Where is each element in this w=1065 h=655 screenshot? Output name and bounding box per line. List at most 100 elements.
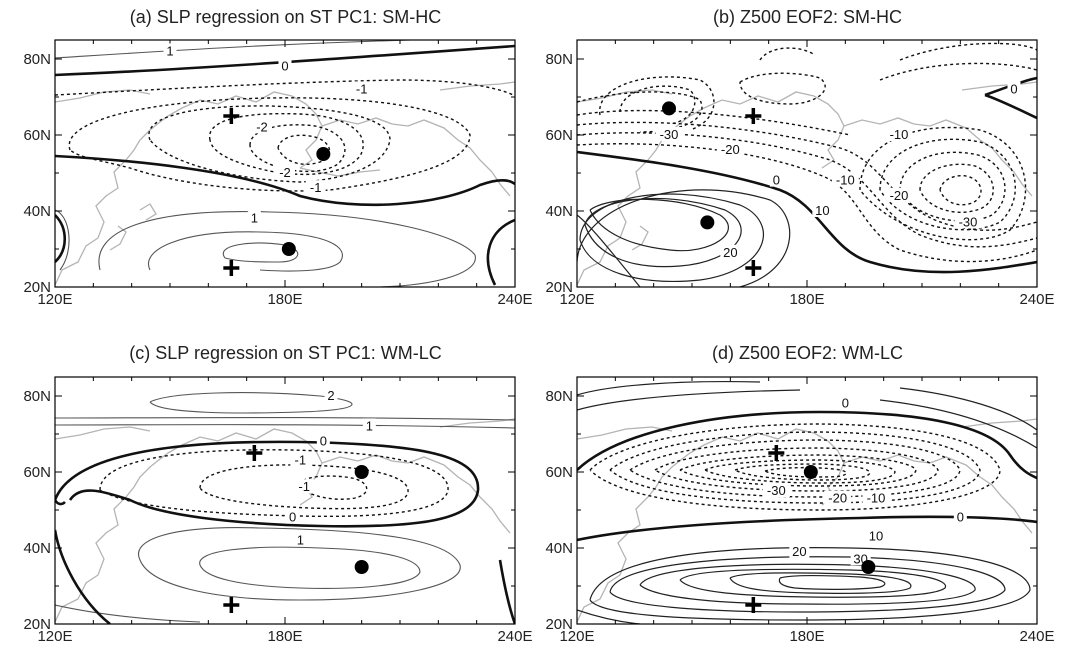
panel-c-contours xyxy=(55,392,515,624)
contour-label-bg xyxy=(716,142,744,157)
contour-label-bg xyxy=(720,244,741,259)
coastline xyxy=(577,418,1037,623)
contour-label-bg xyxy=(838,395,852,410)
y-tick-label: 40N xyxy=(545,540,573,557)
contour-label: 2 xyxy=(327,388,334,403)
contour-label: -20 xyxy=(828,491,847,506)
x-tick-label: 120E xyxy=(559,628,594,645)
contour-label: 20 xyxy=(723,245,737,260)
x-tick-label: 180E xyxy=(267,291,302,308)
dot-marker xyxy=(354,465,369,479)
contour-label-bg xyxy=(762,483,790,497)
contour-label: 1 xyxy=(297,532,304,547)
contour-label: -30 xyxy=(660,127,679,142)
plus-marker xyxy=(223,597,240,613)
contour-label-bg xyxy=(655,127,683,141)
contour-label-bg xyxy=(789,543,810,558)
contour-label: 0 xyxy=(1010,81,1017,96)
y-tick-label: 20N xyxy=(545,616,573,633)
contour-label: 20 xyxy=(792,544,806,559)
x-tick-label: 180E xyxy=(267,628,302,645)
contour-label-bg xyxy=(316,433,330,448)
contour-label: 0 xyxy=(320,434,327,449)
contour-label: -10 xyxy=(867,491,886,506)
panel-title: (a) SLP regression on ST PC1: SM-HC xyxy=(129,7,442,27)
plus-marker xyxy=(223,260,240,276)
contour-label: -1 xyxy=(295,453,307,468)
x-tick-label: 240E xyxy=(1019,291,1054,308)
contour-label: -1 xyxy=(298,479,310,494)
panel-title: (b) Z500 EOF2: SM-HC xyxy=(712,7,903,27)
contour-label: -2 xyxy=(256,119,268,134)
y-tick-label: 80N xyxy=(23,51,51,68)
x-tick-label: 180E xyxy=(789,628,824,645)
contour-label: -10 xyxy=(890,127,909,142)
contour-label-bg xyxy=(351,81,372,96)
y-tick-label: 20N xyxy=(23,279,51,296)
contour-label-bg xyxy=(831,172,859,187)
contour-label: -10 xyxy=(836,173,855,188)
plus-marker xyxy=(246,445,263,461)
coastline xyxy=(577,81,1037,286)
dot-marker xyxy=(803,465,818,479)
panel-b-contours xyxy=(577,42,1037,287)
contour-label-bg xyxy=(275,165,295,179)
y-tick-label: 40N xyxy=(23,540,51,557)
plus-marker xyxy=(768,445,785,461)
contour-label-bg xyxy=(163,43,177,58)
contour-label-bg xyxy=(769,172,783,187)
contour-label-bg xyxy=(812,203,833,217)
contour-label: 1 xyxy=(366,418,373,433)
panel-a-contours xyxy=(55,40,515,287)
contour-label-bg xyxy=(294,479,315,494)
dot-marker xyxy=(281,242,296,256)
x-tick-label: 120E xyxy=(37,291,72,308)
y-tick-label: 60N xyxy=(545,127,573,144)
y-tick-label: 80N xyxy=(545,51,573,68)
y-tick-label: 80N xyxy=(545,388,573,405)
plot-frame xyxy=(576,39,1038,288)
contour-label: 10 xyxy=(869,529,883,544)
contour-label: 1 xyxy=(166,43,173,58)
contour-label-bg xyxy=(305,180,326,195)
y-tick-label: 60N xyxy=(23,127,51,144)
dot-marker xyxy=(861,560,876,574)
contour-label-bg xyxy=(293,532,307,547)
contour-label: 10 xyxy=(815,203,829,218)
contour-label: -1 xyxy=(356,81,368,96)
contour-label: 0 xyxy=(773,173,780,188)
contour-label: 0 xyxy=(842,396,849,411)
x-tick-label: 120E xyxy=(559,291,594,308)
y-tick-label: 20N xyxy=(23,616,51,633)
contour-label-bg xyxy=(278,58,292,73)
y-tick-label: 40N xyxy=(545,203,573,220)
contour-label-bg xyxy=(362,418,376,433)
y-tick-label: 60N xyxy=(23,464,51,481)
contour-label-bg xyxy=(885,187,913,202)
dot-marker xyxy=(354,560,369,574)
contour-label: 1 xyxy=(251,211,258,226)
contour-label: -20 xyxy=(721,142,740,157)
contour-label: -20 xyxy=(890,188,909,203)
panel-title: (d) Z500 EOF2: WM-LC xyxy=(711,343,904,363)
contour-label: 0 xyxy=(957,510,964,525)
contour-label: 0 xyxy=(281,59,288,74)
contour-label-bg xyxy=(866,528,886,543)
y-tick-label: 20N xyxy=(545,279,573,296)
panel-title: (c) SLP regression on ST PC1: WM-LC xyxy=(129,343,442,363)
plot-frame xyxy=(576,376,1038,625)
contour-label-bg xyxy=(862,490,890,505)
y-tick-label: 40N xyxy=(23,203,51,220)
plus-marker xyxy=(745,108,762,124)
dot-marker xyxy=(700,215,715,230)
plus-marker xyxy=(223,108,240,124)
plus-marker xyxy=(745,597,762,613)
contour-label-bg xyxy=(290,452,311,467)
contour-labels-layer: 10-1-2-2-110-30-20-100 -10-20-301020210-1… xyxy=(163,43,1021,566)
contour-label: -30 xyxy=(767,483,786,498)
contour-label: -2 xyxy=(279,165,291,180)
contour-label: -30 xyxy=(959,214,978,229)
dot-marker xyxy=(662,101,676,116)
contour-label: -1 xyxy=(310,180,322,195)
